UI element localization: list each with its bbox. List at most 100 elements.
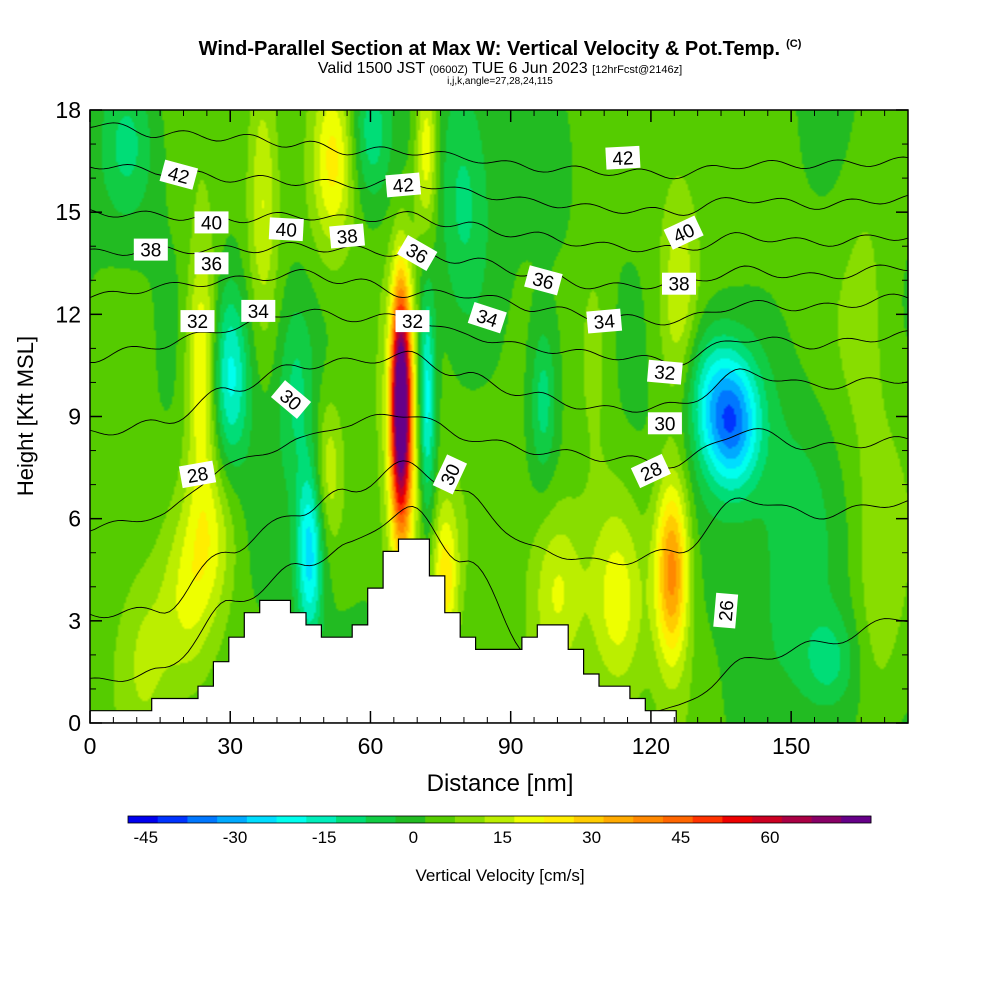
theta-contour-line [90,413,908,532]
grid-indices: i,j,k,angle=27,28,24,115 [447,76,553,87]
copyright-mark: (C) [786,38,802,51]
theta-label-box [605,145,641,170]
theta-label-box [524,265,563,296]
theta-label-text: 32 [187,312,208,333]
theta-label-box [432,454,468,495]
theta-contour-label: 28 [630,453,671,489]
valid-time-line: Valid 1500 JST (0600Z) TUE 6 Jun 2023 [1… [0,60,1000,78]
theta-contour-label: 32 [647,359,683,385]
theta-contour-line [90,308,908,367]
colorbar-swatch [662,816,694,823]
colorbar-tick-label: -45 [134,828,159,847]
x-tick-label: 90 [498,733,524,759]
colorbar: -45 -30 -15 0 15 30 45 60 [127,815,872,847]
theta-contour-line [90,269,908,326]
theta-contour-line [90,164,908,216]
colorbar-tick-label: 45 [671,828,690,847]
theta-label-box [663,215,704,250]
colorbar-swatch [425,816,456,823]
theta-label-text: 32 [653,362,676,385]
x-axis-label: Distance [nm] [427,770,574,797]
theta-label-text: 40 [201,213,222,234]
colorbar-swatch [365,816,396,823]
colorbar-swatch [811,816,842,823]
theta-label-box [630,453,671,489]
colorbar-swatch [573,816,604,823]
colorbar-swatch [484,816,515,823]
theta-label-box [647,412,682,435]
y-tick-label: 0 [68,710,81,736]
colorbar-swatch [514,816,545,823]
theta-contour-label: 38 [662,272,696,296]
forecast-info: [12hrFcst@2146z] [592,64,683,76]
y-tick-label: 6 [68,506,81,532]
theta-contour-label: 38 [133,238,168,262]
theta-label-box [329,223,365,249]
theta-label-box [133,238,168,261]
colorbar-frame [127,815,872,824]
valid-time-utc: (0600Z) [429,64,468,76]
colorbar-swatch [752,816,783,823]
colorbar-swatch [276,816,307,823]
colorbar-tick-label: -30 [223,828,248,847]
theta-label-box [194,211,229,234]
theta-label-text: 38 [336,226,359,249]
colorbar-tick-label: 60 [761,828,780,847]
theta-label-box [467,301,507,334]
theta-contour-label: 26 [713,592,739,629]
colorbar-tick-label: -15 [312,828,337,847]
theta-label-text: 42 [612,148,634,170]
colorbar-swatch [395,816,426,823]
theta-label-text: 32 [402,312,423,333]
colorbar-swatch [187,816,218,823]
colorbar-swatch [544,816,575,823]
colorbar-swatch [217,816,248,823]
theta-label-text: 38 [668,275,689,296]
theta-label-text: 38 [140,241,161,262]
theta-label-box [586,308,623,334]
theta-label-text: 40 [275,220,297,242]
theta-contour-label: 34 [241,299,276,323]
theta-contour-line [90,241,908,290]
theta-label-box [713,592,739,629]
theta-label-box [241,299,276,322]
theta-contour-line [90,460,908,619]
theta-label-box [385,172,422,198]
theta-label-box [194,252,229,275]
theta-contour-label: 32 [395,310,430,333]
chart-title-text: Wind-Parallel Section at Max W: Vertical… [198,38,781,60]
theta-contour-label: 34 [586,308,623,334]
theta-label-box [159,159,199,190]
colorbar-tick-label: 0 [409,828,418,847]
theta-contour-line [90,122,908,180]
colorbar-tick-label: 15 [493,828,512,847]
x-tick-label: 150 [772,733,810,759]
colorbar-swatch [157,816,188,823]
valid-date: TUE 6 Jun 2023 [472,60,588,77]
y-tick-label: 12 [55,301,81,327]
theta-contour-label: 40 [194,211,229,234]
theta-label-text: 34 [593,311,616,334]
colorbar-swatch [306,816,337,823]
colorbar-swatch [336,816,367,823]
x-tick-label: 30 [217,733,243,759]
theta-label-text: 34 [248,302,270,323]
theta-label-box [395,310,430,333]
theta-label-text: 28 [186,464,210,488]
theta-label-box [178,460,217,489]
theta-label-text: 30 [654,414,675,435]
theta-label-box [396,234,438,272]
colorbar-label: Vertical Velocity [cm/s] [415,866,584,885]
theta-label-text: 36 [201,254,222,275]
theta-contour-label: 28 [178,460,217,489]
colorbar-swatch [633,816,664,823]
theta-contour-label: 36 [524,265,563,296]
colorbar-swatch [603,816,634,823]
y-tick-label: 3 [68,608,81,634]
x-tick-label: 0 [84,733,97,759]
theta-contour-label: 36 [194,252,229,275]
colorbar-swatch [692,816,723,823]
theta-label-text: 26 [716,599,739,622]
